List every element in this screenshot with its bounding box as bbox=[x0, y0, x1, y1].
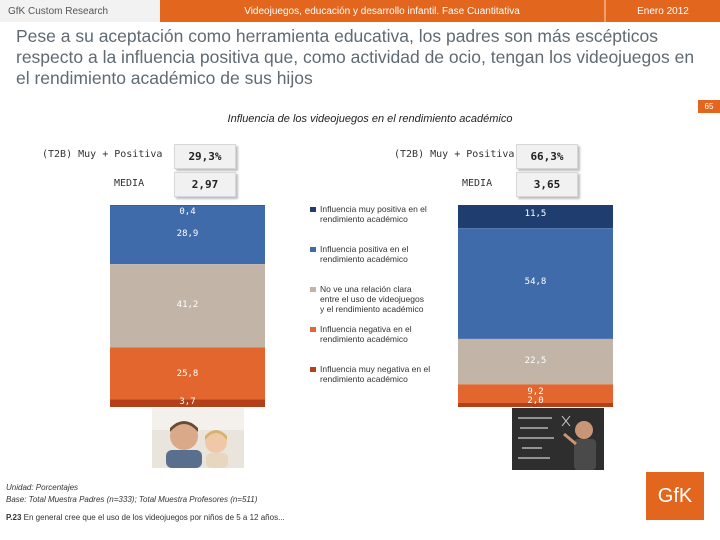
teachers-t2b-value: 66,3% bbox=[516, 144, 578, 169]
teachers-bar-segment-3 bbox=[458, 338, 613, 385]
parents-bar-segment-2 bbox=[110, 205, 265, 265]
parents-value-label-1: 0,4 bbox=[179, 207, 195, 217]
parents-value-label-2: 28,9 bbox=[177, 229, 199, 239]
teachers-media-value: 3,65 bbox=[516, 172, 578, 197]
parents-media-label: MEDIA bbox=[114, 178, 145, 189]
teachers-bar-segment-2 bbox=[458, 228, 613, 339]
legend-swatch-1 bbox=[310, 207, 316, 212]
parents-value-label-3: 41,2 bbox=[177, 300, 199, 310]
question-text: En general cree que el uso de los videoj… bbox=[23, 513, 285, 522]
legend-label-5: Influencia muy negativa en el rendimiento… bbox=[320, 364, 430, 384]
base-note: Base: Total Muestra Padres (n=333); Tota… bbox=[6, 495, 258, 504]
teachers-bar-segment-1 bbox=[458, 205, 613, 229]
parents-t2b-label: (T2B) Muy + Positiva bbox=[42, 149, 163, 160]
company-name: GfK Custom Research bbox=[0, 0, 160, 22]
teachers-value-label-5: 2,0 bbox=[527, 396, 543, 406]
parents-bar-segment-4 bbox=[110, 347, 265, 400]
unit-note: Unidad: Porcentajes bbox=[6, 483, 79, 492]
legend-swatch-2 bbox=[310, 247, 316, 252]
parents-media-value: 2,97 bbox=[174, 172, 236, 197]
report-date: Enero 2012 bbox=[604, 0, 720, 22]
teachers-value-label-2: 54,8 bbox=[525, 277, 547, 287]
teachers-value-label-4: 9,2 bbox=[527, 387, 543, 397]
page-number: 65 bbox=[698, 100, 720, 113]
study-title: Videojuegos, educación y desarrollo infa… bbox=[160, 0, 604, 22]
chart-title: Influencia de los videojuegos en el rend… bbox=[227, 113, 513, 125]
teachers-value-label-3: 22,5 bbox=[525, 356, 547, 366]
parents-bar-segment-5 bbox=[110, 399, 265, 407]
parents-t2b-value: 29,3% bbox=[174, 144, 236, 169]
teachers-media-label: MEDIA bbox=[462, 178, 493, 189]
parent-child-photo bbox=[152, 408, 244, 468]
parents-value-label-5: 3,7 bbox=[179, 397, 195, 407]
legend-label-2: Influencia positiva en el rendimiento aca… bbox=[320, 244, 408, 264]
legend-label-3: No ve una relación clara entre el uso de … bbox=[320, 284, 424, 314]
teachers-bar-segment-4 bbox=[458, 384, 613, 403]
legend-label-1: Influencia muy positiva en el rendimiento… bbox=[320, 204, 427, 224]
top-bar: GfK Custom Research Videojuegos, educaci… bbox=[0, 0, 720, 22]
parents-bar-segment-1 bbox=[110, 205, 265, 206]
teachers-bar-segment-5 bbox=[458, 402, 613, 407]
legend-label-4: Influencia negativa en el rendimiento aca… bbox=[320, 324, 412, 344]
legend-swatch-5 bbox=[310, 367, 316, 372]
page-title: Pese a su aceptación como herramienta ed… bbox=[16, 26, 695, 88]
question-code: P.23 bbox=[6, 513, 22, 522]
teachers-t2b-label: (T2B) Muy + Positiva bbox=[394, 149, 515, 160]
question-note: P.23 En general cree que el uso de los v… bbox=[6, 513, 285, 522]
teachers-value-label-1: 11,5 bbox=[525, 209, 547, 219]
teacher-chalkboard-photo bbox=[512, 408, 604, 470]
parents-value-label-4: 25,8 bbox=[177, 369, 199, 379]
legend-swatch-4 bbox=[310, 327, 316, 332]
parents-bar-segment-3 bbox=[110, 264, 265, 348]
gfk-logo: GfK bbox=[646, 472, 704, 520]
legend-swatch-3 bbox=[310, 287, 316, 292]
